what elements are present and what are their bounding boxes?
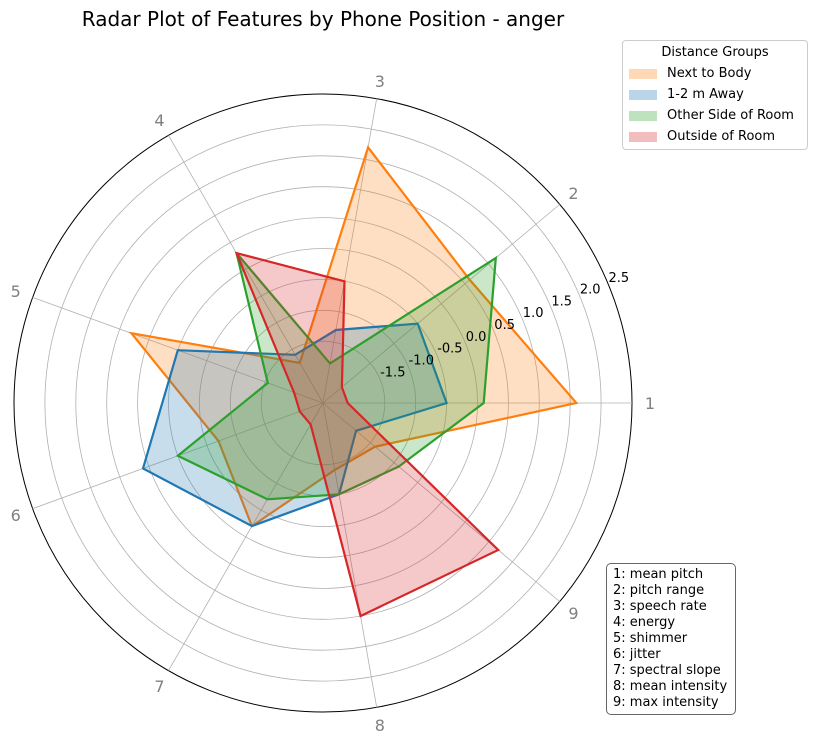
radar-grid (13, 93, 633, 713)
feature-key-item-5: 5: shimmer (613, 631, 688, 646)
feature-key-box: 1: mean pitch 2: pitch range 3: speech rat… (606, 563, 736, 715)
legend-swatch (629, 131, 657, 142)
legend-item-3: Other Side of Room (629, 105, 801, 126)
spoke-line (168, 135, 324, 404)
axis-label-5: 5 (11, 282, 21, 301)
legend-label: Other Side of Room (667, 108, 794, 123)
legend-label: 1-2 m Away (667, 87, 744, 102)
feature-key-item-8: 8: mean intensity (613, 679, 728, 694)
legend-swatch (629, 110, 657, 121)
radar-labels: 1 2 3 4 5 6 7 8 9 -1.5 -1.0-0.5 0.0 0.5 1.0 1.5 2.0 2.5 (11, 72, 655, 735)
axis-label-6: 6 (11, 506, 21, 525)
feature-key-item-7: 7: spectral slope (613, 663, 721, 678)
radial-tick-label: 1.0 (523, 306, 544, 321)
axis-label-1: 1 (645, 394, 655, 413)
series-area-4 (236, 253, 499, 616)
spoke-line (322, 402, 560, 602)
axis-label-7: 7 (154, 677, 164, 696)
radial-tick-label: 2.0 (580, 283, 601, 298)
radial-tick-label: -0.5 (437, 342, 462, 357)
feature-key-item-6: 6: jitter (613, 647, 661, 662)
spoke-line (168, 402, 324, 671)
axis-label-3: 3 (375, 72, 385, 91)
feature-key-item-3: 3: speech rate (613, 599, 707, 614)
radial-tick-label: -1.0 (409, 354, 434, 369)
radar-series (128, 145, 579, 618)
series-line-4 (234, 251, 501, 618)
spoke-line (322, 402, 378, 708)
legend-item-2: 1-2 m Away (629, 84, 801, 105)
series-line-2 (141, 322, 449, 528)
legend-swatch (629, 89, 657, 100)
radial-tick-label: 0.0 (466, 330, 487, 345)
chart-title: Radar Plot of Features by Phone Position… (82, 7, 565, 31)
series-area-3 (177, 253, 496, 500)
legend-item-1: Next to Body (629, 63, 801, 84)
legend-swatch (629, 68, 657, 79)
legend-label: Outside of Room (667, 129, 776, 144)
radial-tick-label: 1.5 (551, 294, 572, 309)
feature-key-item-9: 9: max intensity (613, 695, 719, 710)
axis-label-9: 9 (568, 604, 578, 623)
series-line-3 (175, 252, 498, 501)
feature-key-item-4: 4: energy (613, 615, 676, 630)
legend-label: Next to Body (667, 66, 752, 81)
spoke-line (322, 204, 560, 404)
legend-item-4: Outside of Room (629, 126, 801, 147)
radial-tick-label: 0.5 (494, 318, 515, 333)
series-area-1 (131, 147, 577, 527)
axis-label-8: 8 (375, 716, 385, 735)
axis-label-4: 4 (154, 111, 164, 130)
radial-tick-label: -1.5 (380, 365, 405, 380)
series-line-1 (128, 145, 579, 528)
legend-title: Distance Groups (661, 45, 769, 60)
axis-label-2: 2 (568, 184, 578, 203)
feature-key-item-1: 1: mean pitch (613, 567, 704, 582)
legend: Distance Groups Next to Body 1-2 m Away Ot… (622, 40, 808, 150)
radial-tick-label: 2.5 (609, 271, 630, 286)
feature-key-item-2: 2: pitch range (613, 583, 705, 598)
